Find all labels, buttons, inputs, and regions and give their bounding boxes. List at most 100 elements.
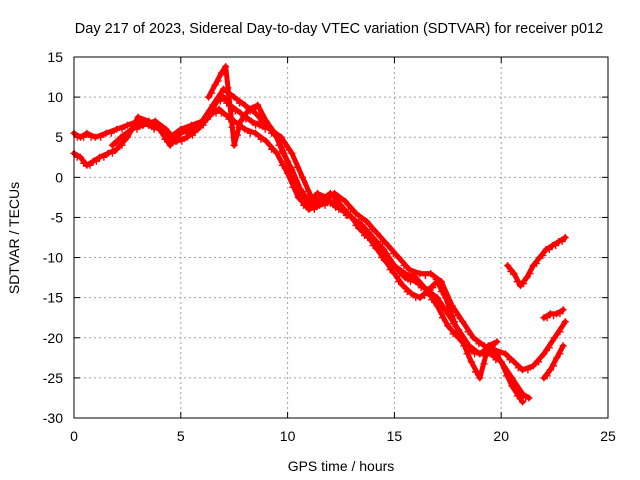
data-point [493, 338, 501, 346]
data-point [117, 133, 125, 141]
data-point [365, 234, 373, 241]
data-point [138, 121, 146, 129]
data-point-interp [369, 242, 377, 250]
data-point [561, 234, 569, 241]
x-tick-label: 25 [600, 428, 616, 444]
data-point [155, 125, 163, 133]
data-point [288, 149, 296, 157]
x-tick-label: 0 [70, 428, 78, 444]
data-point-interp [249, 105, 257, 113]
data-point [209, 101, 217, 109]
data-point [519, 398, 527, 406]
data-point-interp [400, 262, 408, 270]
data-point-interp [556, 350, 564, 358]
y-tick-labels: -30 -25 -20 -15 -10 -5 0 5 10 15 [43, 49, 63, 426]
data-point-interp [492, 352, 500, 360]
data-point-interp [453, 312, 461, 320]
y-tick-label: -5 [51, 209, 64, 225]
data-point [187, 125, 195, 133]
data-point [339, 205, 347, 213]
data-point [262, 117, 270, 125]
data-point-interp [389, 250, 397, 258]
data-point [205, 93, 213, 101]
data-point [123, 133, 131, 141]
data-point [384, 242, 392, 250]
data-point [220, 109, 228, 117]
data-point-interp [421, 272, 429, 280]
data-point-interp [257, 135, 265, 143]
data-point [508, 382, 516, 390]
data-point-interp [428, 296, 436, 304]
data-point [551, 334, 559, 342]
data-point [497, 358, 505, 366]
data-point [416, 270, 424, 278]
data-point-interp [463, 350, 471, 358]
data-point [237, 117, 245, 125]
data-point [523, 274, 531, 282]
data-point [476, 374, 484, 382]
data-point [433, 278, 441, 286]
y-tick-label: -10 [43, 250, 63, 266]
data-point-interp [92, 157, 100, 165]
x-axis-title: GPS time / hours [288, 458, 395, 474]
y-axis-title: SDTVAR / TECUs [6, 182, 22, 294]
data-point-interp [539, 252, 547, 260]
y-tick-label: -25 [43, 370, 63, 386]
x-tick-label: 5 [177, 428, 185, 444]
data-point-interp [178, 137, 186, 145]
series-segment-mid [540, 306, 567, 322]
data-point-interp [118, 125, 126, 133]
data-point-interp [275, 141, 283, 149]
data-point [262, 137, 270, 145]
data-point-interp [535, 358, 543, 366]
data-point [540, 350, 548, 358]
data-point [405, 266, 413, 274]
data-point [341, 197, 349, 205]
data-point [412, 278, 420, 286]
data-point [382, 258, 390, 266]
y-tick-label: 0 [55, 169, 63, 185]
data-point-interp [107, 129, 115, 137]
data-point-interp [108, 149, 116, 157]
data-point [279, 149, 287, 157]
data-point [241, 101, 249, 109]
data-point [529, 362, 537, 370]
data-point [296, 185, 304, 193]
data-point-interp [489, 342, 497, 350]
data-point [553, 354, 561, 362]
data-point [504, 262, 512, 270]
data-point-interp [97, 133, 105, 141]
data-series [70, 63, 569, 406]
data-point-interp [403, 288, 411, 296]
data-point-interp [278, 161, 286, 169]
data-point [561, 318, 569, 326]
data-point [476, 350, 484, 358]
data-point [427, 270, 435, 278]
data-point-interp [379, 238, 387, 246]
data-point-interp [524, 366, 532, 374]
data-point [230, 93, 238, 101]
series-segment-upper [504, 234, 569, 290]
data-point-interp [438, 314, 446, 322]
data-point [425, 286, 433, 294]
series-segment-low [540, 342, 567, 382]
data-point-interp [161, 135, 169, 143]
data-point [108, 141, 116, 149]
data-point-interp [543, 372, 551, 380]
data-point-interp [283, 143, 291, 151]
data-point [299, 173, 307, 181]
data-point-interp [352, 221, 360, 229]
data-point-interp [417, 284, 425, 292]
data-point [519, 390, 527, 398]
data-point-interp [513, 278, 521, 286]
data-point-interp [167, 133, 175, 141]
data-point-interp [310, 201, 318, 209]
data-point [252, 129, 260, 137]
data-point [373, 229, 381, 237]
data-point-interp [326, 199, 334, 207]
data-point-interp [214, 77, 222, 85]
data-point-interp [293, 163, 301, 171]
data-point-interp [360, 231, 368, 239]
data-point [416, 294, 424, 302]
data-point-interp [304, 187, 312, 195]
